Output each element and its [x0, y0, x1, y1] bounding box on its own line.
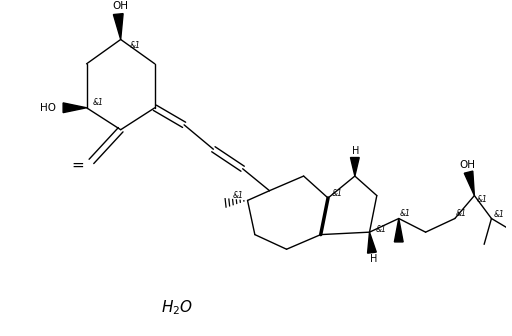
Text: &1: &1 — [375, 225, 386, 234]
Polygon shape — [63, 103, 87, 113]
Polygon shape — [351, 158, 359, 176]
Text: &1: &1 — [332, 188, 343, 198]
Text: &1: &1 — [92, 98, 103, 108]
Text: OH: OH — [113, 1, 129, 11]
Text: H: H — [352, 146, 359, 156]
Text: &1: &1 — [233, 191, 244, 200]
Text: &1: &1 — [477, 195, 488, 204]
Text: &1: &1 — [456, 209, 467, 218]
Text: &1: &1 — [130, 41, 140, 50]
Polygon shape — [113, 14, 123, 39]
Text: HO: HO — [40, 103, 56, 113]
Polygon shape — [464, 171, 475, 196]
Text: =: = — [71, 158, 84, 173]
Text: &1: &1 — [494, 210, 505, 219]
Text: &1: &1 — [400, 209, 411, 218]
Polygon shape — [394, 218, 403, 242]
Polygon shape — [368, 232, 376, 253]
Text: OH: OH — [459, 160, 475, 170]
Text: H: H — [370, 254, 377, 264]
Text: $H_2O$: $H_2O$ — [161, 298, 193, 317]
